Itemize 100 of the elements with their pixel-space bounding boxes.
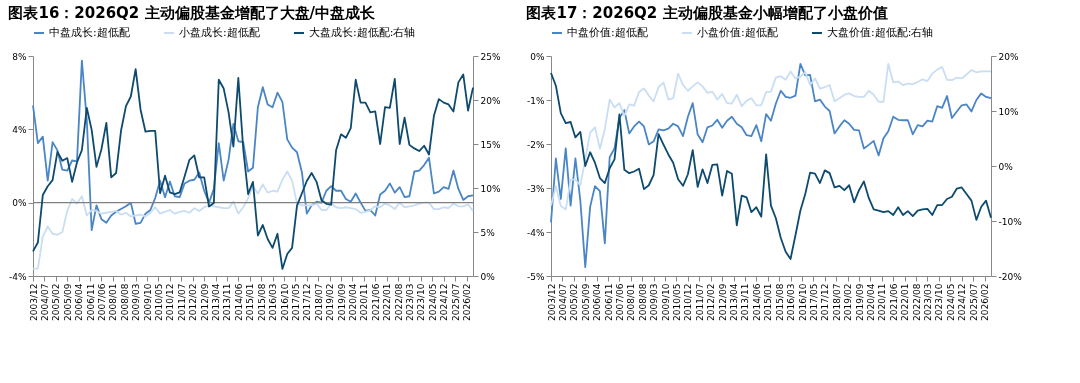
x-tick-label: 2023/03 [922, 283, 933, 321]
x-tick-label: 2004/07 [39, 283, 50, 321]
x-tick-label: 2022/08 [911, 283, 922, 321]
x-tick-label: 2024/05 [945, 283, 956, 321]
chart-title: 图表16：2026Q2 主动偏股基金增配了大盘/中盘成长 [8, 4, 376, 22]
y-tick-label: -5% [526, 271, 545, 282]
legend-label: 中盘成长:超低配 [49, 26, 130, 39]
x-tick-label: 2013/11 [740, 283, 751, 321]
x-tick-label: 2012/02 [706, 283, 717, 321]
x-tick-label: 2015/01 [245, 283, 256, 321]
line-series [550, 63, 992, 211]
y-tick-label: 0% [12, 198, 27, 209]
x-tick-label: 2007/06 [96, 283, 107, 321]
x-tick-label: 2005/09 [580, 283, 591, 321]
x-tick-label: 2012/09 [199, 283, 210, 321]
chart-title: 图表17：2026Q2 主动偏股基金小幅增配了小盘价值 [526, 4, 888, 22]
x-tick-label: 2017/12 [302, 283, 313, 321]
x-tick-label: 2024/12 [439, 283, 450, 321]
x-tick-label: 2017/12 [820, 283, 831, 321]
legend-label: 大盘成长:超低配:右轴 [309, 26, 416, 39]
x-tick-label: 2008/01 [108, 283, 119, 321]
x-tick-label: 2011/07 [176, 283, 187, 321]
x-tick-label: 2012/02 [188, 283, 199, 321]
x-tick-label: 2009/10 [660, 283, 671, 321]
y-tick-label: -2% [526, 139, 545, 150]
y2-tick-label: 0% [480, 271, 496, 282]
y-tick-label: -1% [526, 95, 545, 106]
x-tick-label: 2020/04 [347, 283, 358, 321]
x-tick-label: 2011/07 [694, 283, 705, 321]
x-tick-label: 2010/12 [165, 283, 176, 321]
x-tick-label: 2026/02 [462, 283, 473, 321]
x-tick-label: 2009/03 [649, 283, 660, 321]
x-tick-label: 2019/09 [336, 283, 347, 321]
x-tick-label: 2024/05 [427, 283, 438, 321]
x-tick-label: 2022/01 [900, 283, 911, 321]
x-tick-label: 2005/09 [62, 283, 73, 321]
line-series [32, 68, 474, 270]
line-series [32, 170, 474, 270]
x-tick-label: 2026/02 [980, 283, 991, 321]
x-tick-label: 2007/06 [614, 283, 625, 321]
x-tick-label: 2023/10 [416, 283, 427, 321]
y-tick-label: -4% [526, 227, 545, 238]
y2-tick-label: 20% [480, 95, 501, 106]
x-tick-label: 2008/08 [119, 283, 130, 321]
y2-tick-label: 0% [998, 161, 1014, 172]
legend-label: 大盘价值:超低配:右轴 [827, 26, 934, 39]
x-tick-label: 2016/03 [786, 283, 797, 321]
x-tick-label: 2015/08 [256, 283, 267, 321]
line-series [32, 59, 474, 232]
x-tick-label: 2014/06 [233, 283, 244, 321]
x-tick-label: 2019/02 [325, 283, 336, 321]
y-tick-label: 0% [530, 51, 545, 62]
y-tick-label: -3% [526, 183, 545, 194]
x-tick-label: 2013/04 [729, 283, 740, 321]
x-tick-label: 2003/12 [28, 283, 39, 321]
x-tick-label: 2022/08 [393, 283, 404, 321]
x-tick-label: 2008/01 [626, 283, 637, 321]
x-tick-label: 2021/06 [370, 283, 381, 321]
y2-tick-label: 10% [480, 183, 501, 194]
legend-label: 小盘价值:超低配 [697, 26, 778, 39]
y2-tick-label: 15% [480, 139, 501, 150]
x-tick-label: 2014/06 [751, 283, 762, 321]
x-tick-label: 2008/08 [637, 283, 648, 321]
x-tick-label: 2012/09 [717, 283, 728, 321]
x-tick-label: 2019/02 [843, 283, 854, 321]
y2-tick-label: -10% [998, 216, 1023, 227]
x-tick-label: 2016/03 [268, 283, 279, 321]
x-tick-label: 2022/01 [382, 283, 393, 321]
legend-label: 小盘成长:超低配 [179, 26, 260, 39]
x-tick-label: 2009/03 [131, 283, 142, 321]
x-tick-label: 2006/11 [85, 283, 96, 321]
x-tick-label: 2003/12 [546, 283, 557, 321]
y-tick-label: -4% [8, 271, 27, 282]
x-tick-label: 2020/11 [359, 283, 370, 321]
x-tick-label: 2009/10 [142, 283, 153, 321]
x-tick-label: 2006/04 [74, 283, 85, 321]
x-tick-label: 2015/08 [774, 283, 785, 321]
x-tick-label: 2013/11 [222, 283, 233, 321]
x-tick-label: 2016/10 [279, 283, 290, 321]
y2-tick-label: 10% [998, 106, 1019, 117]
x-tick-label: 2023/10 [934, 283, 945, 321]
x-tick-label: 2020/11 [877, 283, 888, 321]
x-tick-label: 2016/10 [797, 283, 808, 321]
x-tick-label: 2017/05 [290, 283, 301, 321]
x-tick-label: 2018/07 [313, 283, 324, 321]
x-tick-label: 2010/05 [153, 283, 164, 321]
x-tick-label: 2004/07 [557, 283, 568, 321]
x-tick-label: 2010/05 [671, 283, 682, 321]
x-tick-label: 2025/07 [450, 283, 461, 321]
x-tick-label: 2013/04 [211, 283, 222, 321]
x-tick-label: 2020/04 [865, 283, 876, 321]
y2-tick-label: 25% [480, 51, 501, 62]
x-tick-label: 2019/09 [854, 283, 865, 321]
x-tick-label: 2021/06 [888, 283, 899, 321]
x-tick-label: 2025/07 [968, 283, 979, 321]
x-tick-label: 2015/01 [763, 283, 774, 321]
x-tick-label: 2006/04 [592, 283, 603, 321]
y2-tick-label: 5% [480, 227, 496, 238]
y2-tick-label: 20% [998, 51, 1019, 62]
y-tick-label: 8% [12, 51, 27, 62]
